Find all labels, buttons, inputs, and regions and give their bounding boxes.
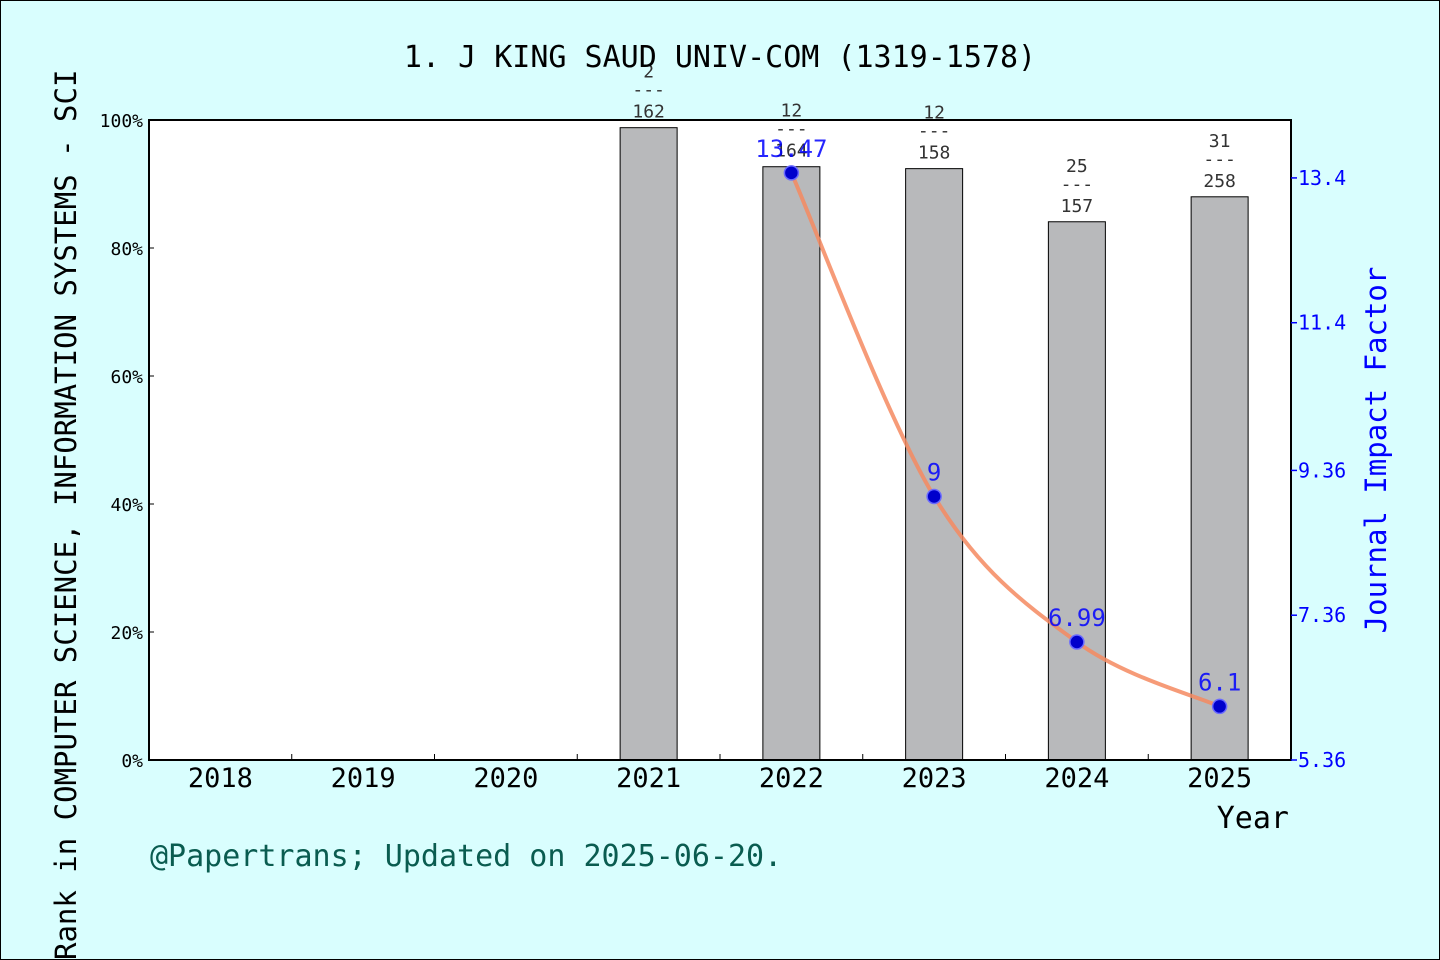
bar-separator: --- <box>632 80 665 101</box>
right-tick-label: 9.36 <box>1298 458 1346 482</box>
bar-rank-label: 12 <box>781 101 803 122</box>
left-tick-label: 20% <box>110 623 143 644</box>
impact-factor-label: 13.47 <box>755 135 827 163</box>
bar-rank-label: 31 <box>1209 131 1231 152</box>
x-tick-label: 2018 <box>188 763 253 794</box>
left-tick-label: 60% <box>110 367 143 388</box>
impact-factor-line <box>789 172 1221 709</box>
x-axis-label: Year <box>1217 801 1289 836</box>
x-tick-label: 2025 <box>1187 763 1252 794</box>
left-tick-label: 0% <box>121 751 143 772</box>
right-tick-label: 7.36 <box>1298 603 1346 627</box>
impact-factor-label: 6.99 <box>1048 604 1106 632</box>
x-tick-label: 2023 <box>902 763 967 794</box>
bar-2021 <box>619 127 678 761</box>
bar-total-label: 162 <box>632 102 665 123</box>
x-tick-label: 2020 <box>473 763 538 794</box>
plot-area <box>149 120 1291 760</box>
impact-factor-point-2022 <box>783 165 800 181</box>
right-axis-label: Journal Impact Factor <box>1359 267 1393 634</box>
right-tick-label: 5.36 <box>1298 748 1346 772</box>
impact-factor-point-2024 <box>1069 634 1085 650</box>
bar-total-label: 158 <box>918 143 951 164</box>
bar-2025 <box>1190 196 1249 761</box>
impact-factor-point-2023 <box>926 488 942 505</box>
bar-separator: --- <box>1203 149 1236 170</box>
x-tick-label: 2019 <box>331 763 396 794</box>
bar-rank-label: 12 <box>923 103 945 124</box>
impact-factor-label: 9 <box>927 458 941 486</box>
bar-separator: --- <box>918 121 951 142</box>
impact-factor-label: 6.1 <box>1198 668 1241 696</box>
left-tick-label: 80% <box>110 239 143 260</box>
bar-separator: --- <box>775 119 808 140</box>
bar-rank-label: 2 <box>643 62 654 83</box>
impact-factor-point-2025 <box>1211 698 1228 715</box>
axes-layer: 0% 20% 40% 60% 80% 100% 5.36 7.36 9.36 11.4 13.4 20… <box>100 111 1347 794</box>
bar-total-label: 164 <box>775 141 808 162</box>
right-tick-label: 13.4 <box>1298 166 1346 190</box>
chart-title: 1. J KING SAUD UNIV-COM (1319-1578) <box>404 40 1036 75</box>
left-tick-label: 100% <box>100 111 144 132</box>
bar-2022 <box>762 166 821 761</box>
bar-total-label: 258 <box>1203 171 1236 192</box>
bar-total-label: 157 <box>1061 196 1094 217</box>
right-tick-label: 11.4 <box>1298 311 1346 335</box>
x-tick-label: 2024 <box>1044 763 1109 794</box>
bar-rank-label: 25 <box>1066 156 1088 177</box>
bar-separator: --- <box>1061 174 1094 195</box>
left-tick-label: 40% <box>110 495 143 516</box>
x-tick-label: 2022 <box>759 763 824 794</box>
bar-2024 <box>1047 221 1106 761</box>
footer-credit: @Papertrans; Updated on 2025-06-20. <box>150 839 782 874</box>
left-axis-label: Rank in COMPUTER SCIENCE, INFORMATION SY… <box>49 70 83 960</box>
line-layer: 13.47 9 6.99 6.1 <box>755 135 1241 715</box>
x-tick-label: 2021 <box>616 763 681 794</box>
